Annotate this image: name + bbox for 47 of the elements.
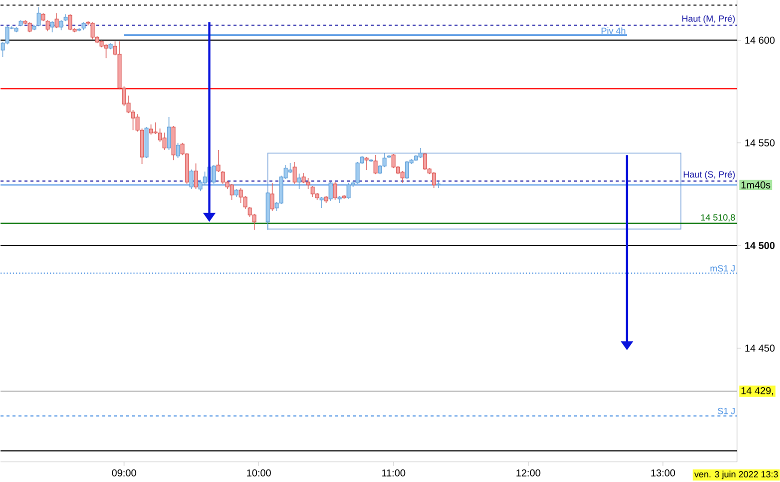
x-tick-label: 09:00 [112, 469, 136, 476]
y-tick-label: 14 500 [745, 242, 775, 250]
ref-line-label: mS1 J [710, 265, 735, 272]
y-tick-label: 14 600 [745, 36, 775, 44]
candlestick [270, 182, 274, 212]
annotation: 14 429, [742, 387, 774, 396]
candlestick [68, 14, 72, 31]
candlestick [310, 186, 315, 198]
candlestick [212, 164, 216, 184]
candlestick [176, 142, 180, 158]
candlestick [333, 182, 338, 200]
text: ven. 3 juin 2022 13:3 [694, 470, 778, 480]
candlestick [418, 148, 422, 158]
candlestick [328, 182, 333, 202]
annotation: 1m40s [742, 181, 770, 189]
x-tick-label: 13:00 [651, 469, 676, 476]
candlestick [292, 162, 297, 184]
candlestick [320, 196, 324, 208]
candlestick [302, 172, 306, 184]
candlestick [36, 6, 41, 27]
ref-line-label: S1 J [718, 408, 735, 414]
candlestick [54, 12, 59, 29]
ref-line-label: 14 510,8 [701, 214, 735, 222]
candlestick [432, 172, 436, 188]
candlestick [50, 20, 54, 33]
y-tick-label: 14 450 [745, 344, 775, 352]
candlestick [364, 156, 369, 170]
candlestick [216, 150, 220, 172]
candlestick [346, 182, 351, 200]
candlestick [230, 184, 234, 200]
x-tick-label: 12:00 [516, 469, 540, 476]
candlestick [59, 20, 64, 31]
candlestick [400, 170, 404, 184]
series-label: Piv 4h [602, 27, 626, 34]
candlestick [162, 132, 166, 150]
ref-line-label: Haut (S, Pré) [684, 170, 735, 180]
x-tick-label: 11:00 [382, 469, 406, 476]
candlestick [189, 169, 194, 190]
candlestick [46, 20, 50, 32]
candlestick [166, 116, 171, 150]
candlestick [436, 182, 440, 188]
y-tick-label: 14 550 [745, 139, 775, 146]
candlestick [194, 163, 198, 190]
x-tick-label: 10:00 [247, 469, 271, 476]
candlestick [374, 154, 378, 174]
ref-line-label: Haut (M, Pré) [682, 15, 735, 24]
candlestick [297, 173, 302, 190]
